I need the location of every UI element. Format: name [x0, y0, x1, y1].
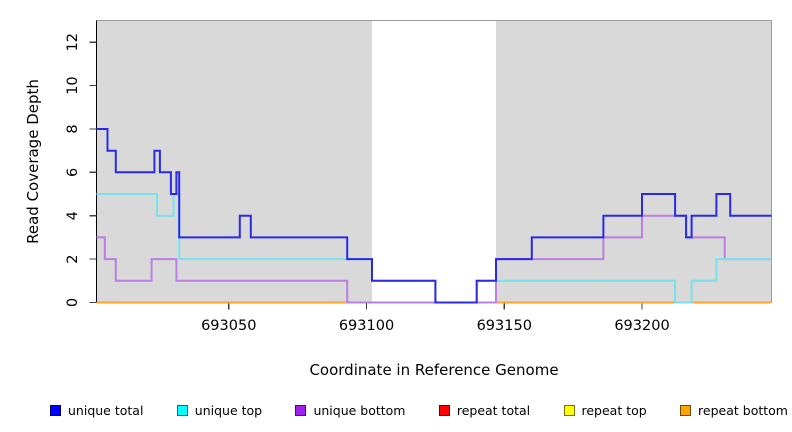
series-line-unique-total [96, 128, 772, 304]
y-axis-title: Read Coverage Depth [24, 79, 42, 244]
legend-swatch-icon [438, 404, 450, 416]
x-tick-label: 693200 [614, 318, 669, 334]
shaded-repeat-band [96, 20, 373, 303]
shaded-repeat-band [495, 20, 772, 303]
legend-label: unique bottom [313, 402, 406, 418]
legend-item-repeat-bottom: repeat bottom [680, 403, 788, 418]
legend-label: unique top [194, 402, 263, 418]
legend-item-repeat-total: repeat total [438, 402, 531, 418]
legend-swatch-icon [176, 404, 188, 416]
legend-item-unique-total: unique total [50, 403, 143, 418]
x-tick-label: 693050 [201, 318, 256, 334]
legend-swatch-icon [295, 404, 307, 416]
legend-item-unique-top: unique top [176, 402, 263, 418]
y-tick-label: 10 [65, 76, 81, 94]
legend-label: unique total [68, 402, 144, 418]
legend-label: repeat total [456, 402, 531, 418]
x-tick-label: 693100 [339, 318, 394, 334]
y-tick-label: 2 [65, 254, 81, 263]
y-tick-label: 0 [65, 298, 81, 307]
legend-label: repeat bottom [698, 402, 788, 418]
legend: unique total unique top unique bottom repea… [0, 398, 792, 422]
x-axis-title: Coordinate in Reference Genome [309, 361, 558, 379]
y-tick-label: 6 [65, 168, 81, 177]
y-tick-label: 4 [65, 211, 81, 220]
x-tick-label: 693150 [477, 318, 532, 334]
legend-item-repeat-top: repeat top [563, 402, 647, 418]
legend-item-unique-bottom: unique bottom [295, 402, 406, 418]
y-tick-label: 12 [65, 33, 81, 51]
legend-swatch-icon [50, 404, 61, 416]
y-tick-label: 8 [65, 124, 81, 133]
coverage-chart: 0 2 4 6 8 10 12 693050 693100 693150 693200 Read Co… [24, 19, 773, 379]
legend-swatch-icon [563, 404, 575, 416]
legend-label: repeat top [581, 402, 647, 418]
legend-swatch-icon [680, 404, 692, 416]
